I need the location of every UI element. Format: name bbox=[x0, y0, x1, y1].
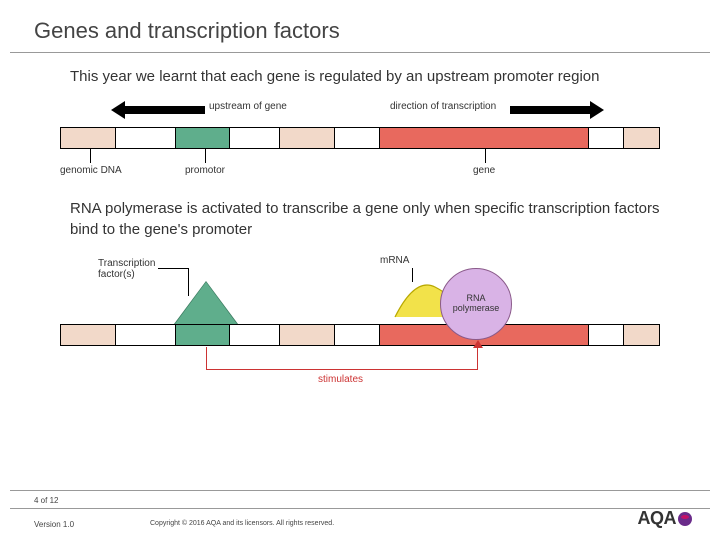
dna-segment bbox=[280, 325, 335, 345]
dna-segment bbox=[230, 128, 280, 148]
upstream-label: upstream of gene bbox=[209, 101, 287, 112]
dna-segment bbox=[335, 128, 380, 148]
stimulates-path bbox=[206, 347, 478, 370]
stimulates-arrowhead-icon bbox=[473, 340, 483, 348]
page-number: 4 of 12 bbox=[34, 496, 58, 505]
tf-leader bbox=[158, 268, 188, 269]
paragraph-2: RNA polymerase is activated to transcrib… bbox=[0, 185, 720, 248]
dna-segment bbox=[116, 128, 176, 148]
dna-segment bbox=[624, 128, 659, 148]
label-genomic: genomic DNA bbox=[60, 165, 122, 176]
logo-text: AQA bbox=[638, 508, 677, 529]
tick-promoter bbox=[205, 149, 206, 163]
logo-dot-icon bbox=[678, 512, 692, 526]
dna-segment bbox=[589, 325, 624, 345]
dna-segment bbox=[280, 128, 335, 148]
page-title: Genes and transcription factors bbox=[0, 0, 720, 52]
footer-divider bbox=[10, 490, 710, 491]
diagram-transcription: Transcriptionfactor(s) mRNA RNApolymerase s… bbox=[60, 252, 660, 412]
footer: 4 of 12 Version 1.0 Copyright © 2016 AQA… bbox=[0, 490, 720, 540]
dna-segment bbox=[176, 325, 231, 345]
dna-segment bbox=[335, 325, 380, 345]
paragraph-1: This year we learnt that each gene is re… bbox=[0, 53, 720, 95]
dna-segment bbox=[380, 128, 589, 148]
rna-polymerase-label: RNApolymerase bbox=[453, 294, 500, 314]
dna-segment bbox=[624, 325, 659, 345]
footer-divider-2 bbox=[10, 508, 710, 509]
dna-track bbox=[60, 127, 660, 149]
direction-arrow-icon bbox=[510, 101, 604, 119]
rna-polymerase-icon: RNApolymerase bbox=[440, 268, 512, 340]
diagram-gene-structure: upstream of gene direction of transcripti… bbox=[60, 95, 660, 185]
transcription-factor-icon bbox=[175, 282, 237, 324]
tf-label: Transcriptionfactor(s) bbox=[98, 258, 155, 280]
stimulates-label: stimulates bbox=[318, 374, 363, 385]
dna-segment bbox=[176, 128, 231, 148]
mrna-label: mRNA bbox=[380, 255, 409, 266]
dna-segment bbox=[116, 325, 176, 345]
tick-gene bbox=[485, 149, 486, 163]
copyright-text: Copyright © 2016 AQA and its licensors. … bbox=[150, 520, 334, 527]
dna-segment bbox=[61, 325, 116, 345]
dna-segment bbox=[230, 325, 280, 345]
label-gene: gene bbox=[473, 165, 495, 176]
dna-track-2 bbox=[60, 324, 660, 346]
upstream-arrow-icon bbox=[111, 101, 205, 119]
direction-label: direction of transcription bbox=[390, 101, 496, 112]
dna-segment bbox=[589, 128, 624, 148]
version-label: Version 1.0 bbox=[34, 520, 74, 529]
tick-genomic bbox=[90, 149, 91, 163]
dna-segment bbox=[61, 128, 116, 148]
aqa-logo: AQA bbox=[638, 508, 693, 529]
label-promoter: promotor bbox=[185, 165, 225, 176]
